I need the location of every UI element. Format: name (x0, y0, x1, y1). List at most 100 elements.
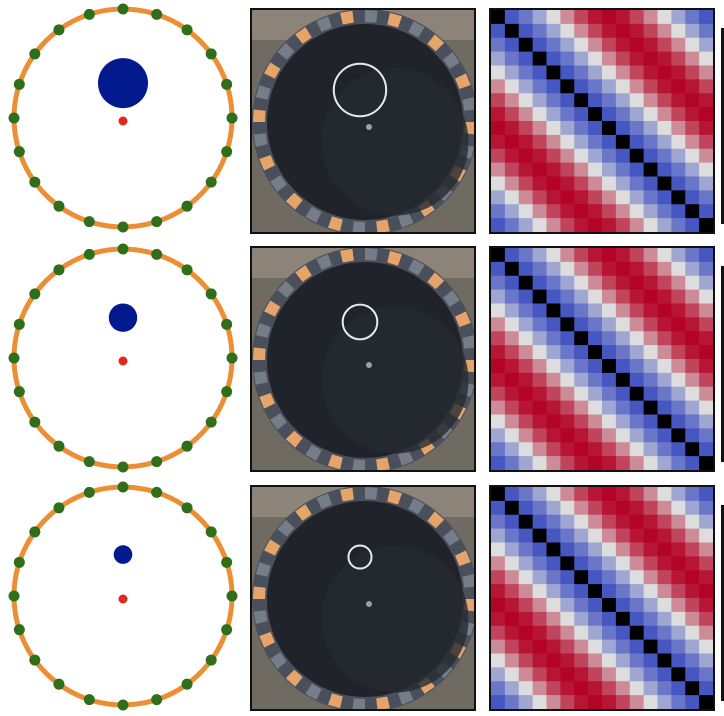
matrix-cell (560, 331, 575, 346)
matrix-cell (685, 10, 700, 25)
matrix-cell (685, 487, 700, 502)
matrix-cell (518, 542, 534, 557)
matrix-cell (588, 317, 603, 332)
matrix-cell (685, 556, 700, 571)
rim-tile (398, 689, 414, 705)
matrix-cell (518, 289, 534, 304)
matrix-cell (615, 331, 631, 346)
matrix-cell (602, 456, 617, 470)
matrix-cell (629, 10, 645, 25)
matrix-cell (518, 275, 534, 291)
sensor-dot (117, 461, 129, 473)
matrix-cell (491, 542, 506, 557)
matrix-cell (685, 331, 700, 346)
rim-tile (408, 259, 425, 276)
matrix-cell (657, 359, 672, 374)
matrix-cell (574, 639, 589, 654)
sensor-ring-diagram (8, 481, 238, 711)
matrix-cell (504, 456, 520, 470)
matrix-cell (615, 303, 631, 318)
matrix-cell (491, 345, 506, 360)
matrix-cell (491, 261, 506, 277)
matrix-cell (671, 37, 686, 53)
matrix-cell (491, 514, 506, 530)
matrix-cell (657, 248, 672, 263)
matrix-cell (643, 667, 658, 682)
matrix-cell (491, 303, 506, 318)
matrix-cell (671, 681, 686, 696)
center-object (366, 124, 372, 130)
matrix-cell (615, 23, 631, 39)
matrix-cell (560, 23, 575, 39)
matrix-cell (643, 386, 658, 402)
matrix-cell (560, 51, 575, 66)
matrix-cell (657, 107, 672, 122)
matrix-cell (602, 514, 617, 530)
matrix-cell (615, 500, 631, 516)
matrix-cell (588, 487, 603, 502)
matrix-cell (546, 275, 561, 291)
matrix-cell (699, 514, 713, 530)
matrix-cell (602, 23, 617, 39)
matrix-cell (602, 414, 617, 429)
matrix-cell (491, 456, 506, 470)
matrix-cell (657, 667, 672, 682)
matrix-cell (532, 218, 547, 232)
matrix-cell (532, 303, 547, 318)
matrix-cell (504, 37, 520, 53)
matrix-cell (518, 162, 534, 177)
matrix-cell (629, 598, 645, 613)
matrix-cell (491, 359, 506, 374)
matrix-cell (504, 359, 520, 374)
matrix-cell (546, 667, 561, 682)
matrix-cell (518, 556, 534, 571)
matrix-cell (699, 442, 713, 457)
source-blob (113, 545, 133, 564)
matrix-cell (518, 584, 534, 599)
matrix-cell (629, 289, 645, 304)
matrix-cell (671, 487, 686, 502)
rim-tile (277, 519, 295, 537)
matrix-cell (532, 528, 547, 543)
matrix-cell (699, 372, 713, 388)
matrix-cell (518, 487, 534, 502)
matrix-cell (532, 639, 547, 654)
matrix-cell (699, 218, 713, 232)
matrix-cell (657, 386, 672, 402)
matrix-cell (574, 442, 589, 457)
matrix-cell (602, 190, 617, 205)
sensor-dot (117, 221, 129, 233)
matrix-cell (546, 134, 561, 150)
sensor-dot (83, 216, 95, 228)
matrix-cell (657, 121, 672, 136)
matrix-cell (560, 148, 575, 164)
rim-tile (316, 16, 332, 32)
rim-tile (443, 529, 460, 546)
matrix-cell (699, 93, 713, 108)
matrix-cell (699, 23, 713, 39)
sensor-dot (181, 24, 193, 36)
matrix-cell (546, 317, 561, 332)
matrix-cell (643, 23, 658, 39)
matrix-cell (560, 639, 575, 654)
matrix-cell (643, 204, 658, 219)
matrix-cell (615, 218, 631, 232)
rim-tile (340, 487, 354, 502)
matrix-cell (699, 121, 713, 136)
matrix-cell (657, 162, 672, 177)
matrix-cell (602, 598, 617, 613)
matrix-cell (532, 79, 547, 94)
matrix-cell (657, 428, 672, 443)
matrix-cell (546, 514, 561, 530)
matrix-cell (574, 248, 589, 263)
matrix-cell (602, 79, 617, 94)
matrix-cell (588, 442, 603, 457)
matrix-cell (574, 176, 589, 191)
matrix-cell (546, 487, 561, 502)
matrix-cell (685, 204, 700, 219)
matrix-cell (615, 667, 631, 682)
matrix-cell (588, 204, 603, 219)
rim-tile (408, 498, 425, 515)
matrix-cell (629, 121, 645, 136)
matrix-cell (699, 134, 713, 150)
